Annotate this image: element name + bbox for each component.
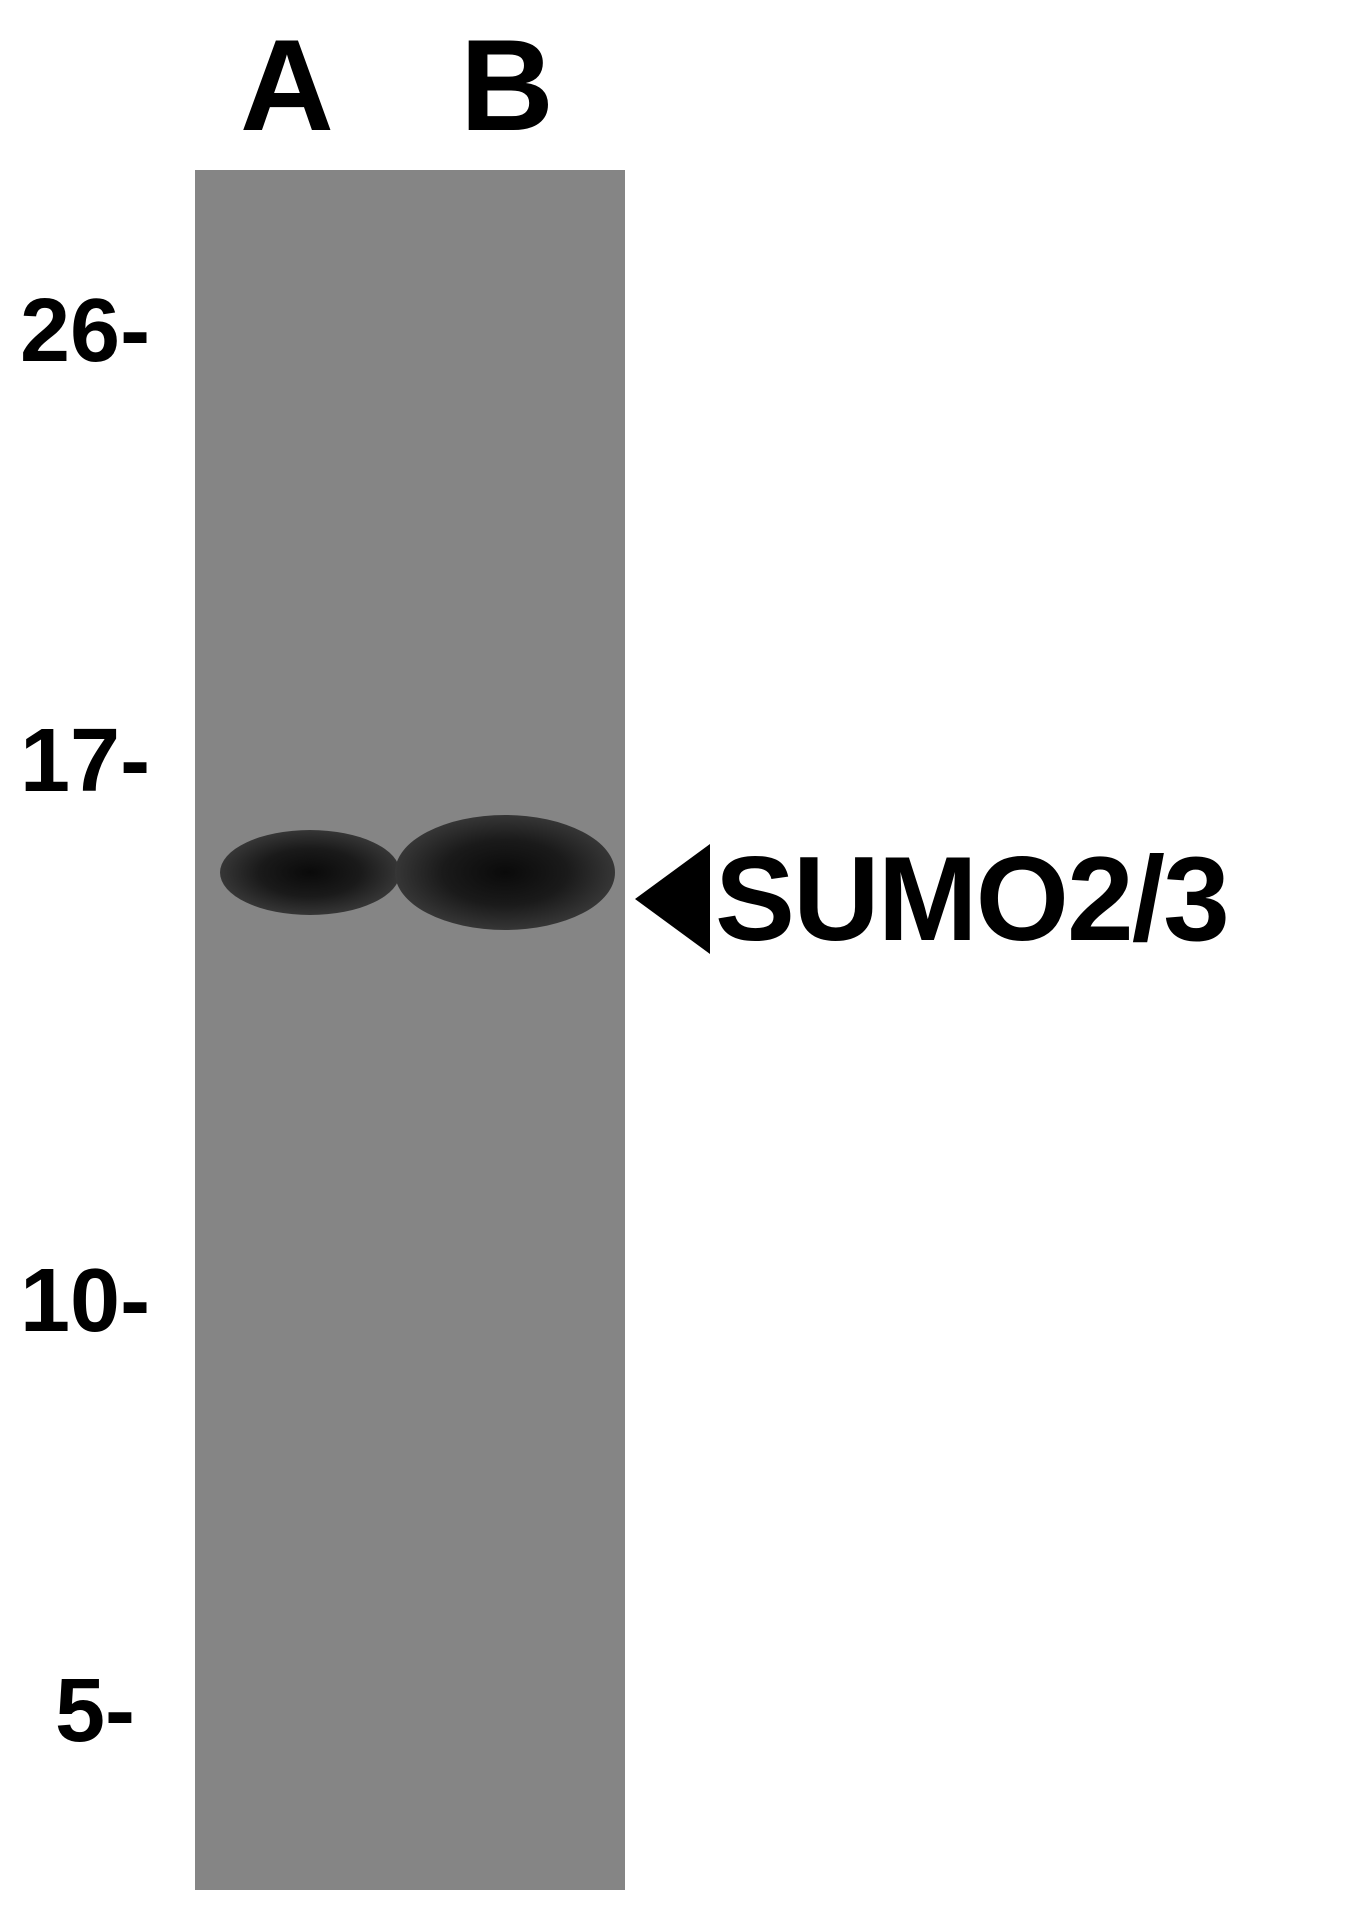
band-lane-b bbox=[395, 815, 615, 930]
band-lane-a bbox=[220, 830, 400, 915]
mw-marker-17: 17- bbox=[20, 710, 150, 813]
lane-label-a: A bbox=[240, 10, 334, 160]
lane-label-b: B bbox=[460, 10, 554, 160]
mw-marker-26: 26- bbox=[20, 280, 150, 383]
mw-marker-5: 5- bbox=[55, 1660, 135, 1763]
mw-marker-10: 10- bbox=[20, 1250, 150, 1353]
protein-name-label: SUMO2/3 bbox=[715, 830, 1228, 968]
western-blot-strip bbox=[195, 170, 625, 1890]
arrow-left-icon bbox=[635, 844, 710, 954]
figure-container: A B 26- 17- 10- 5- SUMO2/3 bbox=[0, 0, 1348, 1924]
protein-indicator: SUMO2/3 bbox=[635, 830, 1228, 968]
